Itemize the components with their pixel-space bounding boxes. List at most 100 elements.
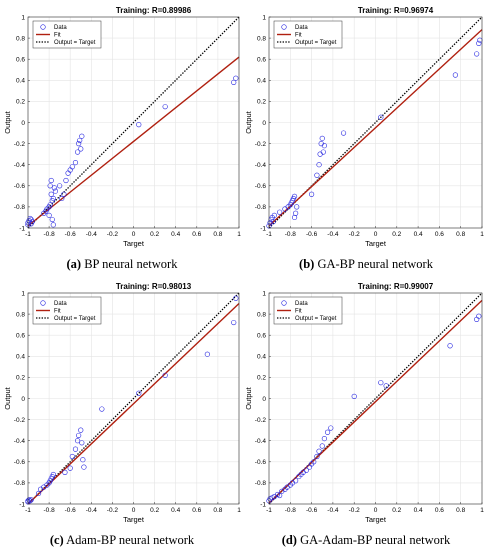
x-tick-label: 0 — [132, 231, 136, 238]
x-tick-label: 0.4 — [171, 507, 180, 514]
x-axis-label: Target — [365, 239, 387, 248]
data-point — [26, 497, 32, 503]
x-tick-label: 0.8 — [456, 231, 465, 238]
data-point — [294, 204, 300, 210]
data-point — [321, 143, 327, 149]
data-point — [35, 490, 42, 497]
x-axis-label: Target — [123, 239, 145, 248]
data-point — [267, 220, 273, 226]
data-point — [74, 149, 81, 155]
x-tick-label: -0.4 — [327, 231, 339, 238]
data-point — [62, 469, 68, 475]
x-axis-label: Target — [365, 515, 387, 524]
data-point — [277, 492, 283, 499]
data-point — [231, 79, 237, 86]
legend-data-marker — [40, 24, 46, 30]
data-point — [321, 435, 327, 442]
caption-b-letter: (b) — [299, 257, 315, 271]
y-tick-label: 0.6 — [257, 333, 266, 340]
legend-identity-label: Output = Target — [295, 40, 337, 46]
y-axis-label: Output — [244, 386, 253, 409]
x-tick-label: -0.2 — [349, 507, 361, 514]
chart-title: Training: R=0.98013 — [116, 282, 192, 291]
fit-line — [268, 299, 483, 504]
legend-data-marker — [281, 300, 287, 306]
data-point — [324, 429, 331, 435]
data-point — [76, 141, 82, 147]
data-point — [47, 202, 53, 208]
data-point — [231, 319, 237, 326]
y-tick-label: -0.8 — [14, 480, 26, 487]
fit-line — [268, 29, 483, 227]
x-tick-label: 0.4 — [414, 231, 423, 238]
fit-line — [27, 56, 240, 227]
data-point — [378, 380, 384, 386]
data-point — [61, 191, 67, 197]
legend-data-label: Data — [295, 25, 308, 31]
legend-data-label: Data — [295, 301, 308, 307]
data-point — [46, 212, 52, 218]
y-tick-label: 0.2 — [257, 99, 266, 106]
identity-line — [268, 292, 483, 505]
y-tick-label: 0.2 — [16, 375, 25, 382]
data-point — [47, 183, 53, 189]
data-point — [162, 372, 168, 378]
y-tick-label: 0.2 — [16, 99, 25, 106]
y-axis-label: Output — [3, 386, 12, 409]
x-tick-label: -0.4 — [86, 231, 98, 238]
y-tick-label: 0.4 — [16, 78, 25, 85]
data-point — [270, 219, 276, 225]
y-tick-label: -0.4 — [255, 438, 267, 445]
data-point — [378, 114, 384, 120]
x-tick-label: 0.6 — [192, 507, 201, 514]
data-point — [303, 467, 309, 473]
y-tick-label: -0.8 — [255, 480, 267, 487]
y-tick-label: -0.6 — [255, 183, 267, 190]
y-tick-label: 0 — [21, 396, 25, 403]
chart-panel-c: -1-1 -0.8 -0.8 -0.6 -0.6 -0.4 -0.4 -0.2 -0.2 0 0 0.… — [3, 282, 241, 524]
identity-line — [268, 16, 483, 229]
y-tick-label: 0.8 — [16, 311, 25, 318]
x-tick-label: 0.2 — [150, 507, 159, 514]
x-tick-label: -0.6 — [65, 231, 77, 238]
identity-line — [27, 292, 240, 505]
y-tick-label: -0.2 — [14, 417, 26, 424]
data-point — [314, 453, 320, 460]
data-point — [204, 351, 210, 357]
x-tick-label: -0.2 — [349, 231, 361, 238]
caption-c-letter: (c) — [49, 533, 64, 547]
x-tick-label: 0 — [374, 231, 378, 238]
chart-title: Training: R=0.89986 — [116, 6, 192, 15]
x-tick-label: 0 — [374, 507, 378, 514]
data-point — [28, 497, 34, 503]
data-point — [63, 177, 69, 184]
y-tick-label: -0.2 — [255, 141, 267, 148]
data-point — [314, 172, 320, 178]
data-point — [50, 471, 56, 478]
y-tick-label: 0 — [262, 120, 266, 127]
x-tick-label: -1 — [266, 231, 272, 238]
x-tick-label: -1 — [266, 507, 272, 514]
caption-b: (b) GA-BP neural network — [244, 257, 487, 272]
data-point — [67, 465, 73, 471]
caption-c: (c) Adam-BP neural network — [0, 533, 244, 548]
data-point — [447, 343, 453, 349]
x-tick-label: -1 — [25, 507, 31, 514]
x-tick-label: -0.8 — [285, 231, 297, 238]
y-tick-label: -0.2 — [255, 417, 267, 424]
x-tick-label: 0.6 — [192, 231, 201, 238]
axes-box — [268, 292, 483, 505]
data-point — [72, 159, 79, 166]
data-point — [72, 446, 79, 452]
axes-box — [27, 16, 240, 229]
x-tick-label: 1 — [480, 231, 484, 238]
y-tick-label: 0.6 — [16, 57, 25, 64]
x-tick-label: -0.6 — [65, 507, 77, 514]
legend-identity-label: Output = Target — [54, 40, 96, 46]
y-tick-label: -0.4 — [255, 162, 267, 169]
data-point — [383, 383, 389, 389]
x-tick-label: -0.6 — [306, 507, 318, 514]
legend-identity-label: Output = Target — [295, 316, 337, 322]
caption-d-letter: (d) — [281, 533, 297, 547]
